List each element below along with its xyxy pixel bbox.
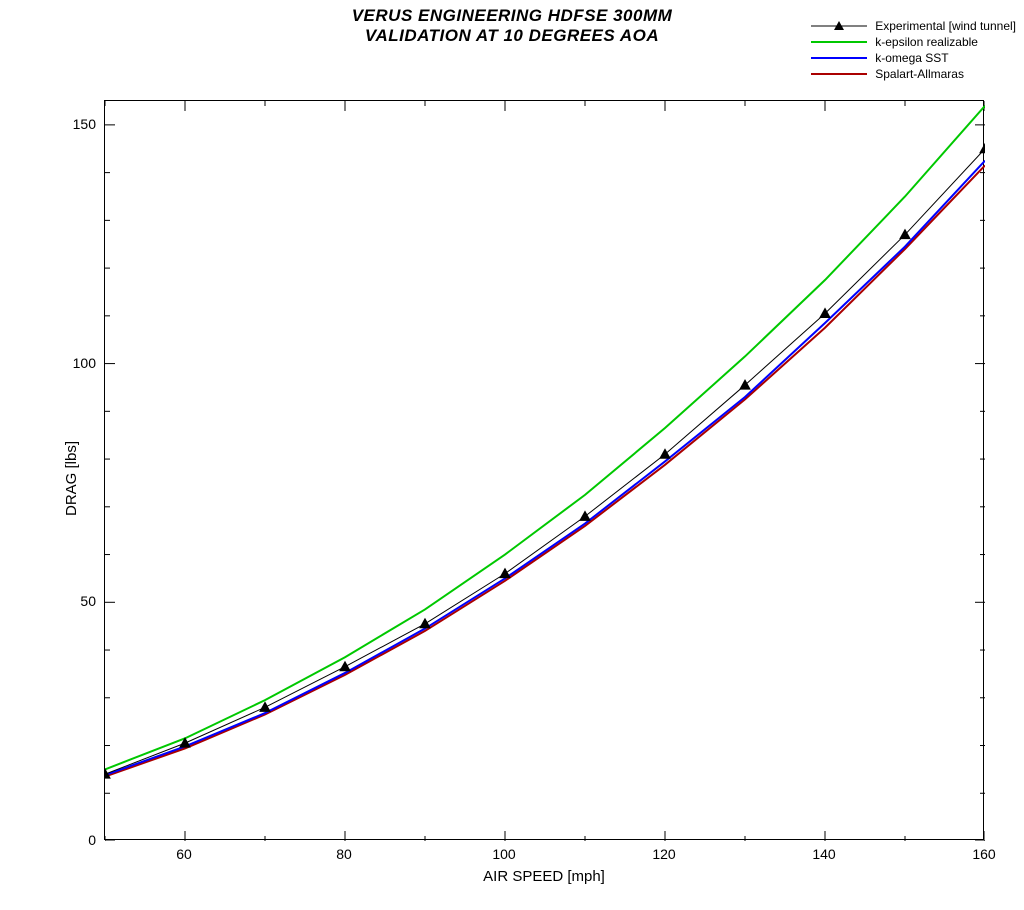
legend-label: Experimental [wind tunnel]	[875, 19, 1016, 33]
x-tick-label: 80	[336, 846, 352, 862]
series-marker	[980, 144, 985, 153]
y-tick-label: 0	[88, 832, 96, 848]
y-tick-label: 150	[73, 116, 96, 132]
series-marker	[500, 569, 510, 578]
x-tick-label: 140	[812, 846, 835, 862]
legend-swatch	[811, 34, 867, 50]
series-line	[105, 161, 985, 775]
x-axis-label: AIR SPEED [mph]	[104, 868, 984, 885]
legend-swatch	[811, 66, 867, 82]
plot-svg	[105, 101, 985, 841]
series-line	[105, 149, 985, 774]
y-tick-label: 100	[73, 355, 96, 371]
legend-swatch	[811, 50, 867, 66]
series-line	[105, 165, 985, 776]
chart-container: VERUS ENGINEERING HDFSE 300MM VALIDATION…	[0, 0, 1024, 910]
series-marker	[580, 511, 590, 520]
plot-area	[104, 100, 984, 840]
x-tick-label: 60	[176, 846, 192, 862]
y-tick-label: 50	[80, 593, 96, 609]
legend-label: k-epsilon realizable	[875, 35, 978, 49]
legend-item: k-omega SST	[811, 50, 1016, 66]
x-tick-label: 160	[972, 846, 995, 862]
series-line	[105, 106, 985, 770]
legend-label: Spalart-Allmaras	[875, 67, 964, 81]
series-marker	[420, 619, 430, 628]
legend-item: Experimental [wind tunnel]	[811, 18, 1016, 34]
chart-legend: Experimental [wind tunnel] k-epsilon real…	[811, 18, 1016, 82]
legend-label: k-omega SST	[875, 51, 948, 65]
series-marker	[260, 702, 270, 711]
legend-swatch	[811, 18, 867, 34]
x-tick-label: 120	[652, 846, 675, 862]
series-marker	[340, 662, 350, 671]
legend-item: Spalart-Allmaras	[811, 66, 1016, 82]
y-axis-label: DRAG [lbs]	[63, 441, 80, 516]
x-tick-label: 100	[492, 846, 515, 862]
legend-item: k-epsilon realizable	[811, 34, 1016, 50]
